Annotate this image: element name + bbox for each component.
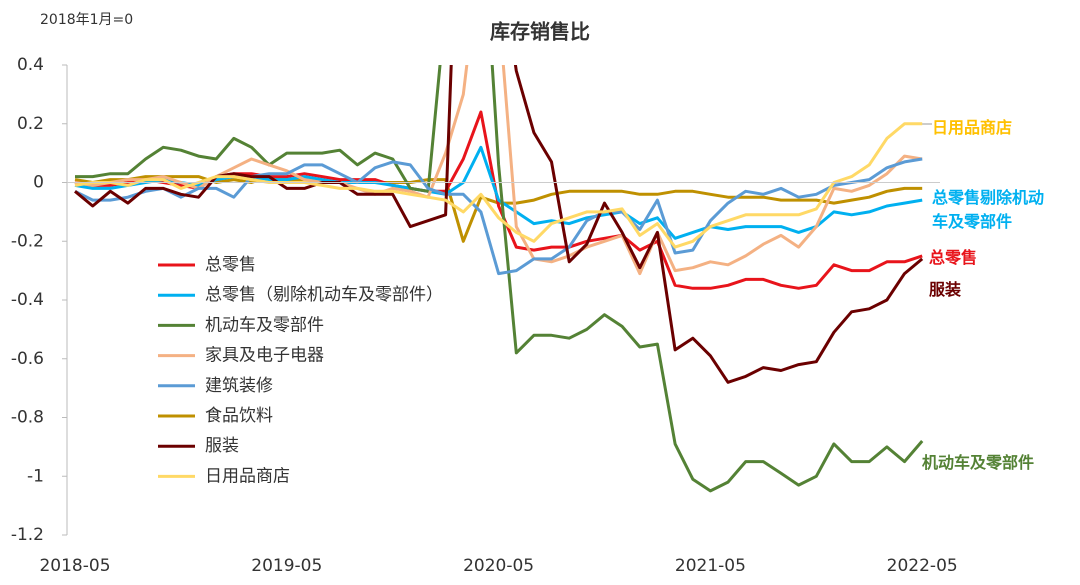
series-line <box>75 65 924 493</box>
y-tick-label: 0 <box>33 173 44 193</box>
chart-title: 库存销售比 <box>490 20 590 44</box>
x-tick-label: 2021-05 <box>675 556 746 576</box>
x-tick-label: 2020-05 <box>463 556 534 576</box>
y-tick-label: -0.6 <box>11 349 44 369</box>
y-tick-label: -1 <box>27 466 44 486</box>
x-tick-label: 2022-05 <box>887 556 958 576</box>
legend-label: 服装 <box>205 436 239 456</box>
series-end-label: 总零售剔除机动车及零部件 <box>932 188 1045 231</box>
y-tick-label: -0.4 <box>11 290 44 310</box>
legend-label: 建筑装修 <box>205 376 273 396</box>
series-end-label: 服装 <box>929 280 962 299</box>
legend-label: 总零售（剔除机动车及零部件） <box>205 285 443 305</box>
x-tick-label: 2019-05 <box>251 556 322 576</box>
series-line <box>74 65 924 384</box>
legend-label: 家具及电子电器 <box>205 346 324 366</box>
series-line <box>74 145 923 240</box>
plot-area <box>74 65 924 493</box>
series-end-label: 机动车及零部件 <box>922 453 1035 472</box>
chart-subtitle: 2018年1月=0 <box>40 12 133 28</box>
legend-label: 机动车及零部件 <box>205 315 324 335</box>
legend-label: 总零售 <box>205 255 256 275</box>
y-tick-label: -1.2 <box>11 525 44 545</box>
y-tick-label: -0.2 <box>11 231 44 251</box>
series-line <box>74 122 923 249</box>
y-tick-label: -0.8 <box>11 408 44 428</box>
y-tick-label: 0.2 <box>17 114 44 134</box>
legend-label: 食品饮料 <box>205 406 273 426</box>
x-tick-label: 2018-05 <box>39 556 110 576</box>
legend-label: 日用品商店 <box>205 466 290 486</box>
series-line <box>74 157 923 276</box>
y-tick-label: 0.4 <box>17 55 44 75</box>
series-end-label: 总零售 <box>929 248 978 267</box>
series-end-label: 日用品商店 <box>932 118 1013 137</box>
